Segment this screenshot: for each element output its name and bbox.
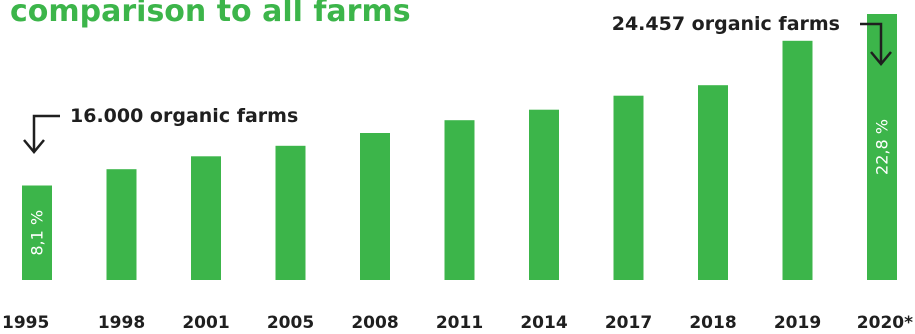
data-label-2020: 22,8 % — [873, 119, 892, 175]
x-tick-labels: 1995 1998 2001 2005 2008 2011 2014 2017 2018 2019… — [2, 313, 913, 333]
x-tick-label: 2005 — [267, 313, 314, 333]
x-tick-label: 2019 — [774, 313, 821, 333]
bar-2001 — [191, 156, 221, 280]
bar-1995 — [22, 185, 52, 280]
bar-2008 — [360, 133, 390, 280]
x-tick-label: 2001 — [182, 313, 229, 333]
x-tick-label: 2011 — [436, 313, 483, 333]
bars-group: 8,1 % 22,8 % — [22, 14, 897, 280]
arrow-head-icon — [23, 139, 45, 154]
bar-2019 — [782, 40, 813, 280]
arrow-head-icon — [870, 51, 892, 66]
bar-2017 — [613, 95, 644, 280]
bar-2011 — [444, 120, 475, 280]
annotation-1995: 16.000 organic farms — [23, 105, 298, 154]
x-tick-label: 2017 — [605, 313, 652, 333]
x-tick-label: 1998 — [98, 313, 145, 333]
annotation-2020: 24.457 organic farms — [612, 13, 892, 66]
x-tick-label: 2018 — [689, 313, 736, 333]
bar-2014 — [529, 109, 559, 280]
data-label-1995: 8,1 % — [28, 210, 47, 256]
annotation-text-2020: 24.457 organic farms — [612, 13, 840, 35]
x-tick-label: 2014 — [520, 313, 567, 333]
annotation-text-1995: 16.000 organic farms — [70, 105, 298, 127]
x-tick-label: 1995 — [2, 313, 49, 333]
bar-1998 — [106, 169, 137, 280]
x-tick-label: 2008 — [351, 313, 398, 333]
arrow-icon — [860, 22, 883, 62]
chart-title: comparison to all farms — [10, 0, 411, 29]
bar-2005 — [275, 145, 306, 280]
bar-2018 — [698, 85, 728, 280]
x-tick-label: 2020* — [857, 313, 913, 333]
arrow-icon — [32, 114, 60, 150]
